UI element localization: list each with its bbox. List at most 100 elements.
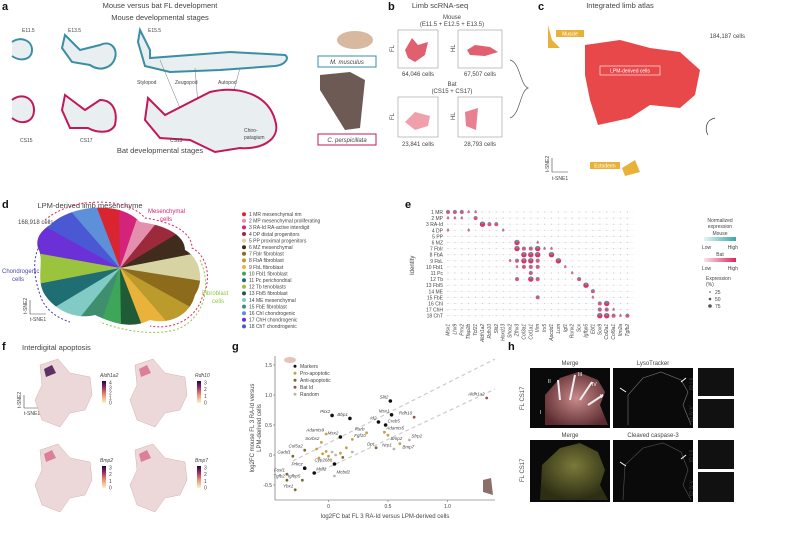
dot bbox=[619, 211, 622, 213]
gene-name: Rdh10 bbox=[195, 373, 210, 379]
cluster-label: Muscle bbox=[562, 32, 578, 38]
legend-item: 5 PP proximal progenitors bbox=[249, 238, 307, 244]
dot bbox=[606, 254, 608, 256]
dot bbox=[578, 223, 580, 225]
dot bbox=[516, 235, 518, 237]
dot bbox=[619, 235, 622, 237]
data-point bbox=[388, 399, 393, 403]
dot-bat bbox=[591, 296, 595, 299]
scale-tick: 2 bbox=[109, 472, 112, 478]
dot-mouse bbox=[605, 307, 608, 310]
dot bbox=[619, 266, 622, 268]
dot bbox=[571, 211, 573, 213]
dot bbox=[454, 223, 456, 225]
dot-bat bbox=[515, 277, 519, 282]
dot-mouse bbox=[509, 258, 511, 261]
dot bbox=[495, 266, 497, 268]
size-legend-title: Expression bbox=[706, 276, 731, 282]
x-tick-label: 0.5 bbox=[384, 504, 391, 510]
dot bbox=[509, 223, 511, 225]
dot bbox=[454, 260, 456, 262]
data-point bbox=[285, 472, 289, 476]
dot bbox=[619, 284, 622, 286]
cluster-label-box bbox=[590, 162, 620, 169]
data-point bbox=[300, 478, 304, 482]
dot bbox=[523, 278, 525, 280]
scale-tick: 0 bbox=[204, 401, 207, 407]
dot bbox=[606, 266, 608, 268]
dot-mouse bbox=[543, 246, 546, 249]
dot bbox=[571, 217, 573, 219]
dot bbox=[502, 315, 504, 317]
dot bbox=[585, 217, 587, 219]
point-label: Msx1 bbox=[379, 408, 390, 413]
dot bbox=[488, 248, 490, 250]
diagonal-guide bbox=[316, 388, 496, 474]
limb-image bbox=[540, 443, 608, 500]
dot bbox=[495, 241, 497, 244]
group-label: cells bbox=[12, 277, 24, 283]
dot-mouse bbox=[537, 240, 539, 242]
dot bbox=[550, 309, 553, 311]
dot bbox=[626, 217, 629, 219]
dot bbox=[599, 254, 601, 256]
dot-bat bbox=[521, 246, 526, 251]
mouse-icon bbox=[284, 357, 296, 363]
dot bbox=[550, 241, 553, 244]
dot bbox=[592, 217, 594, 219]
dot bbox=[447, 272, 449, 274]
legend-title: Normalized bbox=[707, 218, 733, 224]
row-label: 3 RA-Id bbox=[426, 222, 443, 228]
dot bbox=[585, 309, 587, 311]
point-label: Bmp7 bbox=[402, 444, 414, 449]
dot-mouse bbox=[447, 228, 449, 230]
dot bbox=[537, 272, 539, 274]
dot-bat bbox=[597, 301, 602, 306]
dot bbox=[502, 278, 504, 280]
panel-g: g 0 0.5 1.0 -0.5 0 0.5 1.0 1.5 log2FC bat FL 3 R… bbox=[232, 341, 496, 520]
dot bbox=[475, 266, 477, 268]
dot bbox=[523, 315, 525, 317]
data-point bbox=[386, 433, 390, 437]
dot bbox=[509, 217, 511, 219]
legend-item: 18 ChT chondrogenic bbox=[249, 324, 297, 330]
legend-swatch bbox=[242, 245, 246, 250]
dot-mouse bbox=[522, 258, 526, 261]
dot bbox=[530, 309, 532, 311]
dot bbox=[523, 235, 525, 237]
dot bbox=[447, 296, 449, 298]
point-label: Creb5 bbox=[388, 419, 401, 424]
dot bbox=[550, 278, 553, 280]
limb-outline bbox=[627, 371, 692, 426]
legend-swatch bbox=[242, 271, 246, 276]
data-point bbox=[376, 420, 381, 424]
dot bbox=[495, 284, 497, 286]
dot bbox=[619, 217, 622, 219]
dot bbox=[599, 211, 601, 213]
dot bbox=[550, 290, 553, 292]
dot bbox=[488, 241, 490, 244]
dot bbox=[599, 278, 601, 280]
dot bbox=[488, 302, 490, 305]
point-label: Adamts9 bbox=[305, 428, 324, 433]
data-point bbox=[315, 447, 319, 451]
dot bbox=[530, 235, 532, 237]
dot bbox=[447, 223, 449, 225]
dot-mouse bbox=[529, 270, 532, 273]
dot bbox=[495, 290, 497, 292]
dot bbox=[488, 296, 490, 298]
dot bbox=[571, 229, 573, 231]
data-point bbox=[383, 423, 388, 427]
dot bbox=[523, 241, 525, 244]
axis-arrows bbox=[23, 395, 38, 409]
dot-mouse bbox=[474, 215, 477, 218]
legend-item: 11 Pc perichondrial bbox=[249, 278, 291, 284]
dot bbox=[523, 309, 525, 311]
dot-mouse bbox=[495, 222, 498, 224]
digit-label: I bbox=[540, 410, 541, 416]
group-label: cells bbox=[160, 217, 172, 223]
dot bbox=[488, 235, 490, 237]
dot-mouse bbox=[516, 265, 518, 267]
dot bbox=[619, 241, 622, 244]
